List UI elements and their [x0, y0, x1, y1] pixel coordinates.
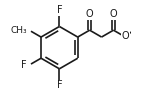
Text: F: F: [57, 80, 62, 90]
Text: F: F: [21, 60, 27, 70]
Text: O: O: [86, 9, 93, 19]
Text: O: O: [110, 9, 117, 19]
Text: F: F: [57, 5, 62, 15]
Text: O: O: [121, 31, 129, 41]
Text: CH₃: CH₃: [10, 26, 27, 35]
